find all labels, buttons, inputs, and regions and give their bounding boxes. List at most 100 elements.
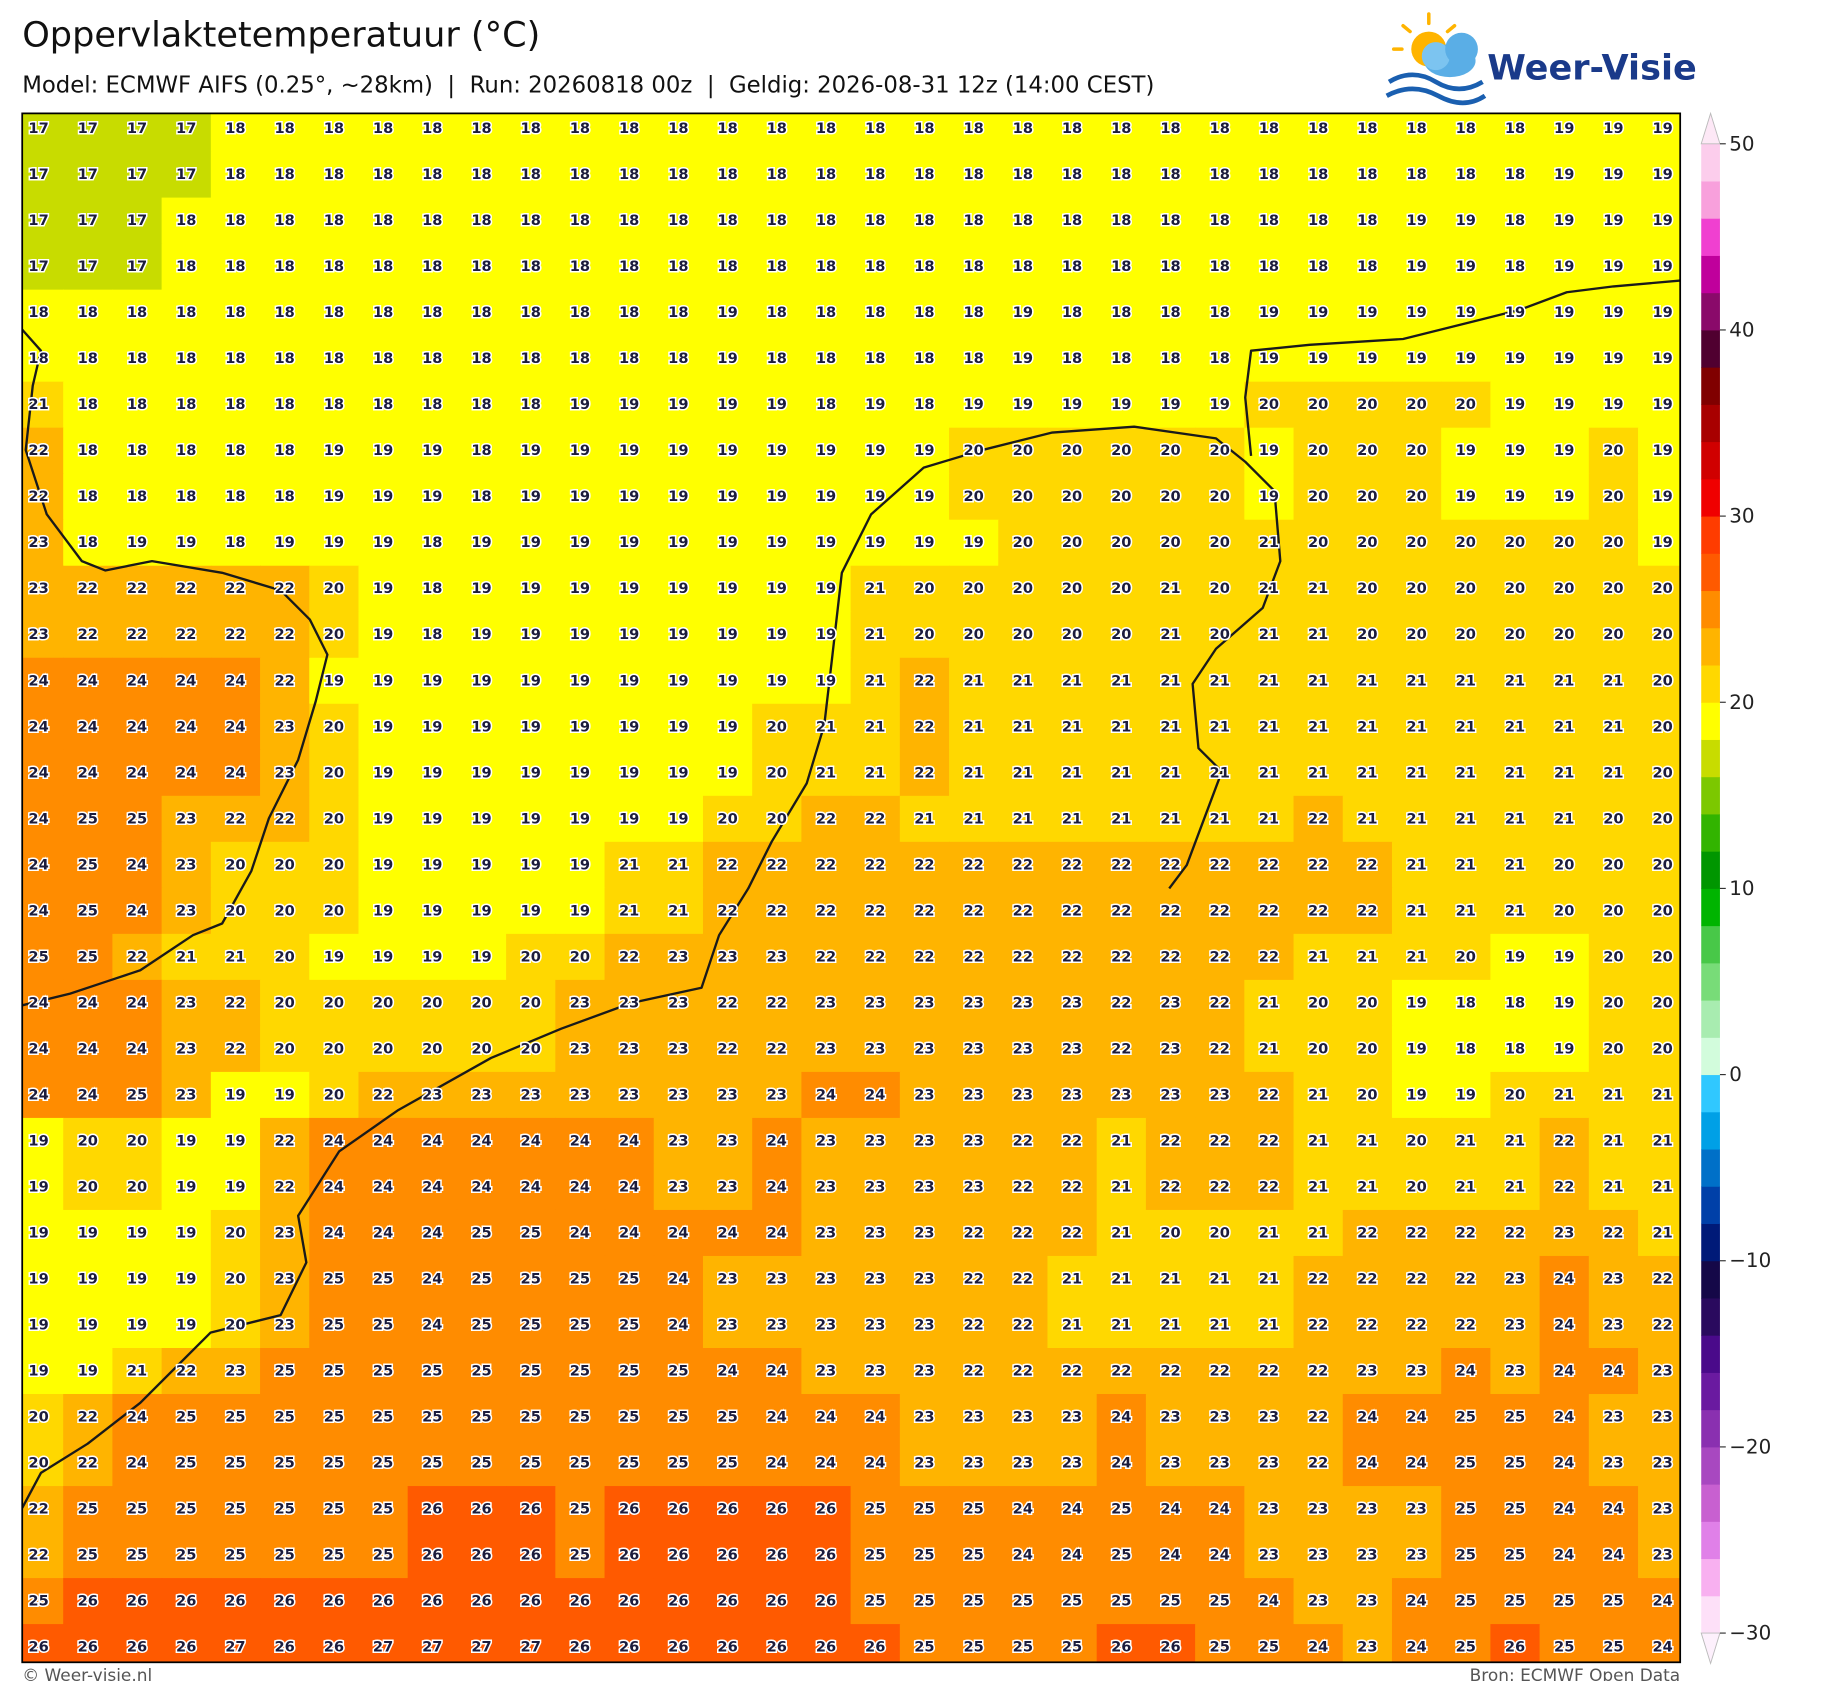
footer-left: © Weer-visie.nl (22, 1665, 152, 1681)
temp-label: 25 (373, 1409, 393, 1426)
temp-cell (1047, 703, 1098, 751)
temp-label: 25 (1603, 1593, 1623, 1610)
temp-label: 18 (1456, 166, 1476, 183)
temp-cell (555, 381, 606, 429)
temp-label: 19 (373, 672, 393, 689)
temp-cell (407, 381, 458, 429)
temp-label: 22 (1308, 856, 1328, 873)
temp-label: 22 (1505, 1224, 1525, 1241)
temp-label: 20 (1603, 442, 1623, 459)
temp-cell (702, 979, 753, 1027)
temp-cell (949, 611, 999, 659)
temp-cell (604, 289, 655, 337)
temp-label: 18 (127, 488, 147, 505)
temp-cell (358, 1163, 409, 1211)
temp-cell (1342, 335, 1393, 383)
temp-label: 22 (1406, 1270, 1426, 1287)
temp-label: 18 (1308, 120, 1328, 137)
temp-cell (161, 703, 212, 751)
temp-label: 18 (225, 120, 245, 137)
temp-label: 18 (422, 396, 442, 413)
temp-cell (702, 565, 753, 613)
temp-cell (949, 335, 999, 383)
temp-label: 18 (668, 166, 688, 183)
temp-label: 22 (914, 948, 934, 965)
temp-label: 19 (570, 488, 590, 505)
temp-cell (506, 381, 557, 429)
temp-label: 20 (1603, 580, 1623, 597)
temp-cell (1588, 243, 1639, 291)
temp-label: 19 (225, 1086, 245, 1103)
temp-label: 25 (422, 1455, 442, 1472)
temp-cell (210, 1025, 261, 1073)
temp-label: 24 (1652, 1593, 1672, 1610)
temp-label: 23 (865, 1363, 885, 1380)
temp-label: 23 (1259, 1501, 1279, 1518)
temp-label: 18 (1062, 350, 1082, 367)
temp-cell (998, 795, 1049, 843)
temp-label: 19 (1210, 396, 1230, 413)
temp-label: 18 (1160, 258, 1180, 275)
temp-label: 22 (865, 948, 885, 965)
temp-cell (1293, 151, 1344, 199)
temp-label: 18 (1505, 120, 1525, 137)
temp-label: 22 (1308, 1270, 1328, 1287)
temp-cell (1244, 243, 1295, 291)
temp-label: 25 (225, 1501, 245, 1518)
temp-label: 22 (1062, 1224, 1082, 1241)
temp-label: 21 (1456, 902, 1476, 919)
temp-label: 26 (1111, 1639, 1131, 1656)
temp-label: 19 (176, 1316, 196, 1333)
temp-label: 18 (521, 120, 541, 137)
temp-cell (899, 197, 950, 245)
temp-label: 24 (176, 718, 196, 735)
temp-cell (1588, 427, 1639, 475)
temp-label: 19 (28, 1316, 48, 1333)
temp-label: 18 (176, 212, 196, 229)
temp-cell (653, 519, 704, 567)
temp-label: 23 (865, 1270, 885, 1287)
temp-label: 18 (1259, 258, 1279, 275)
temp-label: 25 (914, 1547, 934, 1564)
temp-label: 18 (1259, 166, 1279, 183)
temp-label: 22 (767, 1040, 787, 1057)
temp-label: 19 (1603, 396, 1623, 413)
temp-label: 18 (127, 396, 147, 413)
temp-label: 20 (1062, 534, 1082, 551)
temp-cell (22, 1117, 64, 1165)
temp-label: 20 (1456, 534, 1476, 551)
temp-cell (63, 473, 114, 521)
temp-label: 25 (570, 1547, 590, 1564)
temp-label: 21 (1160, 718, 1180, 735)
temp-label: 21 (1357, 764, 1377, 781)
temp-cell (1490, 243, 1541, 291)
temp-label: 18 (1160, 350, 1180, 367)
temp-label: 23 (1013, 994, 1033, 1011)
temp-label: 19 (1603, 212, 1623, 229)
temp-cell (702, 611, 753, 659)
temp-label: 22 (1406, 1316, 1426, 1333)
temp-label: 19 (717, 764, 737, 781)
temp-label: 19 (1554, 304, 1574, 321)
temp-label: 22 (1160, 856, 1180, 873)
temp-cell (752, 1025, 803, 1073)
temp-label: 20 (1456, 396, 1476, 413)
temp-cell (702, 381, 753, 429)
temp-cell (1539, 151, 1590, 199)
temp-label: 23 (963, 994, 983, 1011)
temp-cell (555, 933, 606, 981)
temp-cell (752, 335, 803, 383)
temp-label: 19 (1406, 994, 1426, 1011)
temp-cell (1342, 289, 1393, 337)
temp-cell (210, 197, 261, 245)
temp-cell (210, 887, 261, 935)
temp-cell (1047, 887, 1098, 935)
temp-cell (604, 933, 655, 981)
temp-cell (998, 381, 1049, 429)
temp-label: 19 (1554, 396, 1574, 413)
temp-cell (456, 565, 507, 613)
temp-cell (1096, 795, 1147, 843)
temp-cell (1342, 887, 1393, 935)
temp-label: 18 (471, 396, 491, 413)
temp-label: 20 (963, 488, 983, 505)
